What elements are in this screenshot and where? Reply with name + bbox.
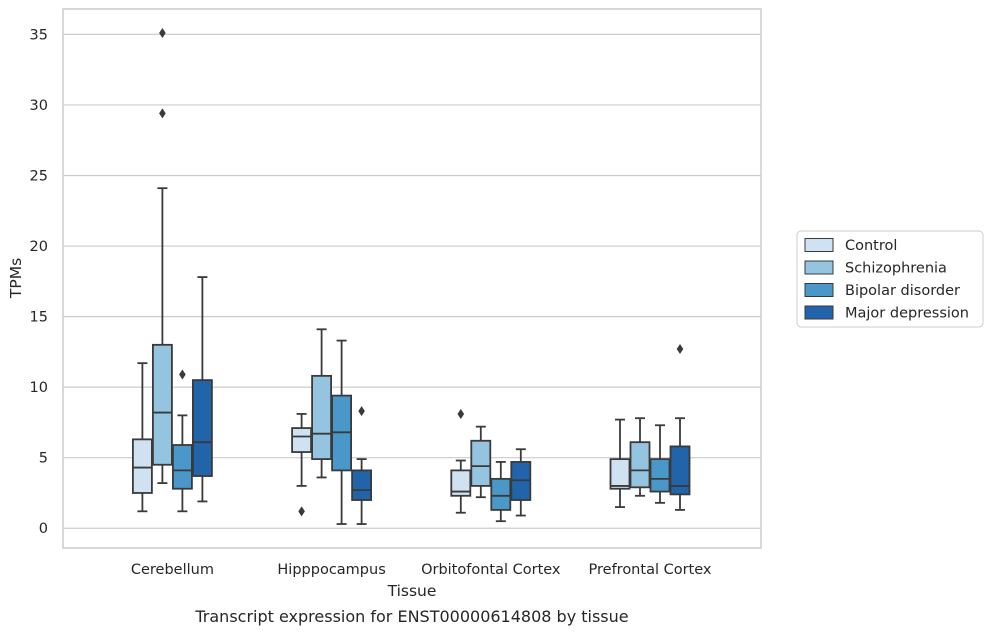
box-group [291,413,313,517]
outlier-point [159,108,166,119]
box [131,438,153,494]
box-group [311,328,333,479]
x-axis-label: Tissue [387,582,437,600]
plot-frame [62,8,762,549]
box-group [171,369,193,513]
outlier-point [358,406,365,417]
box [351,469,373,501]
box-group [131,362,153,513]
box-group [609,418,631,508]
chart-caption: Transcript expression for ENST0000061480… [194,607,628,626]
outlier-point [179,369,186,380]
legend-swatch [804,283,834,297]
box [649,458,671,493]
legend-swatch [804,260,834,275]
y-tick-label: 0 [39,521,48,537]
box-group [510,448,532,517]
box [629,441,651,489]
box-group [351,406,373,525]
x-tick-labels: Cerebellum Hipppocampus Orbitofontal Corte… [131,562,712,578]
box [470,439,492,487]
outlier-point [298,506,305,517]
y-tick-label: 35 [30,27,48,43]
outlier-point [457,408,465,419]
box [450,469,472,497]
y-tick-label: 15 [30,310,48,326]
box-group [450,408,472,514]
x-tick-label: Hipppocampus [277,562,385,578]
box [291,427,313,453]
box [609,458,631,490]
y-tick-labels: 0 5 10 15 20 25 30 35 [30,27,48,537]
y-tick-label: 20 [30,239,48,255]
box-group [649,424,671,504]
x-tick-label: Prefrontal Cortex [589,562,712,578]
legend-label: Major depression [845,306,969,322]
y-tick-label: 30 [30,98,48,114]
legend-label: Control [845,238,897,254]
box [669,445,691,496]
box [191,379,213,477]
legend: Control Schizophrenia Bipolar disorder Majo… [796,230,984,328]
box [311,374,333,461]
box-group [669,344,691,511]
legend-frame [796,230,984,328]
y-axis-label: TPMs [7,258,25,299]
y-tick-label: 5 [39,451,48,467]
box [490,477,512,511]
box [151,343,173,466]
box-group [629,417,651,497]
box-group [191,276,213,503]
box-group [151,27,173,484]
box-group [470,425,492,499]
box [171,444,193,490]
x-tick-label: Orbitofontal Cortex [421,562,561,578]
legend-label: Schizophrenia [845,261,947,277]
y-tick-label: 10 [30,380,48,396]
box-group [490,461,512,523]
legend-swatch [804,305,834,320]
legend-label: Bipolar disorder [845,283,960,299]
outlier-point [159,27,166,38]
box-group [331,339,353,525]
x-tick-label: Cerebellum [131,562,214,578]
box-series [131,27,691,525]
legend-swatch [804,238,834,252]
outlier-point [676,344,684,355]
y-tick-label: 25 [30,168,48,184]
